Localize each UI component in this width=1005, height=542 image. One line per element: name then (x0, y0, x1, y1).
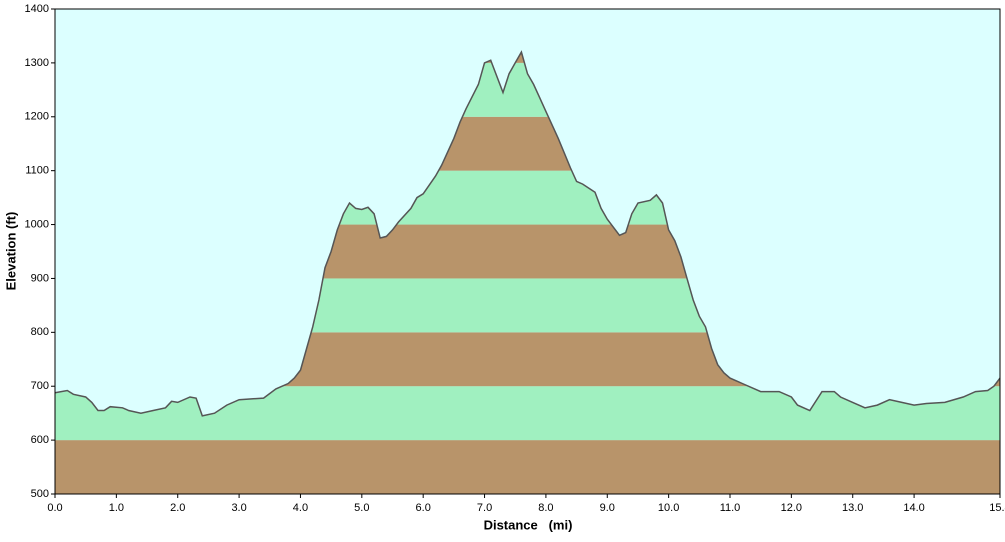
y-tick-label: 500 (31, 488, 49, 500)
x-tick-label: 3.0 (231, 502, 246, 514)
y-axis-label: Elevation (ft) (3, 212, 18, 291)
x-tick-label: 11.0 (720, 502, 741, 514)
x-tick-label: 2.0 (170, 502, 185, 514)
y-tick-label: 700 (31, 380, 49, 392)
x-tick-label: 1.0 (109, 502, 124, 514)
x-tick-label: 0.0 (47, 502, 62, 514)
x-tick-label: 13.0 (842, 502, 863, 514)
x-axis-label: Distance (mi) (484, 517, 573, 532)
y-tick-label: 1000 (25, 218, 49, 230)
x-tick-label: 8.0 (538, 502, 553, 514)
x-tick-label: 9.0 (600, 502, 615, 514)
x-tick-label: 7.0 (477, 502, 492, 514)
y-tick-label: 1300 (25, 57, 49, 69)
x-tick-label: 10.0 (658, 502, 679, 514)
band (55, 440, 1000, 494)
y-tick-label: 1100 (25, 165, 49, 177)
x-tick-label: 12.0 (781, 502, 802, 514)
y-tick-label: 600 (31, 434, 49, 446)
y-tick-label: 1200 (25, 111, 49, 123)
x-tick-label: 4.0 (293, 502, 308, 514)
elevation-line (54, 50, 1001, 417)
y-tick-label: 1400 (25, 3, 49, 15)
x-tick-label: 14.0 (903, 502, 924, 514)
plot-frame (54, 8, 1001, 495)
x-tick-label: 5.0 (354, 502, 369, 514)
x-tick-label: 6.0 (416, 502, 431, 514)
y-tick-label: 800 (31, 326, 49, 338)
y-tick-label: 900 (31, 272, 49, 284)
x-tick-label: 15.4 (989, 502, 1005, 514)
